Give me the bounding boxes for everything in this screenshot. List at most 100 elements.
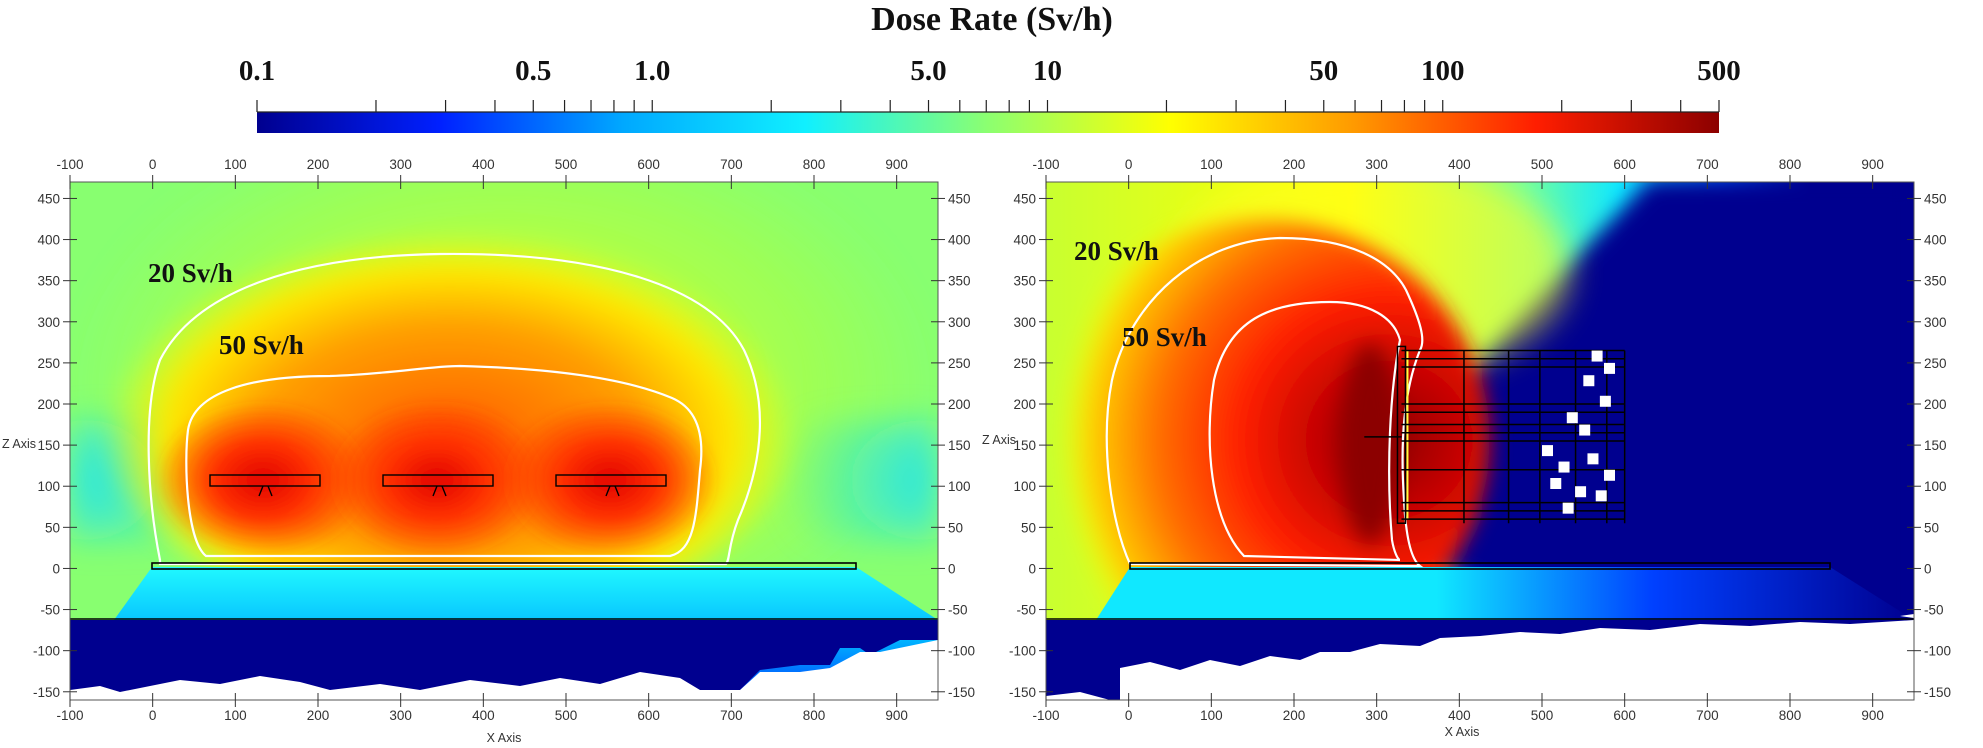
left-side-lobe-right [778, 420, 938, 540]
right-y-tick-label-left: -150 [1009, 685, 1036, 700]
right-structure-void [1558, 461, 1570, 473]
right-floor-slab [1129, 562, 1831, 570]
right-contour-50-label: 50 Sv/h [1122, 322, 1207, 352]
left-y-tick-label-left: 450 [37, 191, 60, 206]
right-y-tick-label-right: 350 [1924, 274, 1947, 289]
right-structure-void [1599, 395, 1611, 407]
right-z-axis-title: Z Axis [982, 433, 1016, 447]
left-x-tick-label-top: 400 [472, 157, 495, 172]
right-y-tick-label-right: 450 [1924, 191, 1947, 206]
left-y-tick-label-right: -50 [948, 603, 968, 618]
colorbar-gradient-bar [257, 112, 1719, 133]
left-x-tick-label-bottom: 200 [307, 708, 330, 723]
left-y-tick-label-left: 0 [52, 561, 60, 576]
left-x-tick-label-bottom: 300 [389, 708, 412, 723]
left-y-tick-label-left: 200 [37, 397, 60, 412]
left-x-tick-label-top: 500 [555, 157, 578, 172]
right-x-tick-label-top: 100 [1200, 157, 1223, 172]
right-x-tick-label-bottom: 200 [1283, 708, 1306, 723]
left-axes: -100-10000100100200200300300400400500500… [33, 157, 975, 723]
right-y-tick-label-left: 350 [1013, 274, 1036, 289]
left-y-tick-label-right: 0 [948, 561, 956, 576]
right-y-tick-label-right: 200 [1924, 397, 1947, 412]
left-x-tick-label-top: 200 [307, 157, 330, 172]
left-y-tick-label-right: 350 [948, 274, 971, 289]
right-x-tick-label-bottom: 600 [1613, 708, 1636, 723]
right-x-tick-label-bottom: 500 [1531, 708, 1554, 723]
right-y-tick-label-left: -100 [1009, 644, 1036, 659]
right-x-tick-label-bottom: -100 [1032, 708, 1059, 723]
colorbar-ticks [256, 100, 1720, 112]
left-y-tick-label-right: 450 [948, 191, 971, 206]
left-x-tick-label-top: 100 [224, 157, 247, 172]
left-x-tick-label-top: 700 [720, 157, 743, 172]
left-x-tick-label-bottom: 700 [720, 708, 743, 723]
right-structure-void [1591, 350, 1603, 362]
right-x-tick-label-bottom: 700 [1696, 708, 1719, 723]
right-y-tick-label-left: 400 [1013, 233, 1036, 248]
right-shield-structure [1364, 345, 1626, 524]
colorbar-tick-label: 10 [1033, 55, 1062, 87]
right-structure-void [1566, 412, 1578, 424]
right-y-tick-label-right: 400 [1924, 233, 1947, 248]
right-x-tick-label-bottom: 300 [1365, 708, 1388, 723]
right-x-tick-label-top: 800 [1779, 157, 1802, 172]
colorbar-tick-label: 0.5 [515, 55, 551, 87]
left-source-block-3 [555, 474, 667, 487]
left-y-tick-label-right: 50 [948, 520, 963, 535]
left-source-block-1 [209, 474, 321, 487]
right-x-tick-label-top: 400 [1448, 157, 1471, 172]
left-x-axis-title: X Axis [487, 731, 522, 745]
left-x-tick-label-top: 300 [389, 157, 412, 172]
right-x-tick-label-top: 300 [1365, 157, 1388, 172]
left-bedrock-region [70, 620, 938, 700]
left-x-tick-label-bottom: 0 [149, 708, 157, 723]
right-axes: -100-10000100100200200300300400400500500… [1009, 157, 1951, 723]
right-shield-wall [1396, 345, 1407, 524]
left-x-tick-label-top: 600 [637, 157, 660, 172]
right-contour-20-label: 20 Sv/h [1074, 236, 1159, 266]
left-source-glow-1 [153, 400, 373, 560]
left-y-tick-label-left: 300 [37, 315, 60, 330]
left-y-tick-label-left: -150 [33, 685, 60, 700]
right-x-tick-label-top: 900 [1861, 157, 1884, 172]
right-y-tick-label-right: 0 [1924, 561, 1932, 576]
right-structure-void [1587, 453, 1599, 465]
left-source-hangers [258, 485, 620, 497]
right-structure-void [1579, 424, 1591, 436]
right-structure-void [1604, 469, 1615, 481]
left-x-tick-label-bottom: 400 [472, 708, 495, 723]
right-structure-void [1595, 490, 1607, 502]
right-y-tick-label-right: 50 [1924, 520, 1939, 535]
left-y-tick-label-right: 100 [948, 479, 971, 494]
right-x-tick-label-top: 0 [1125, 157, 1133, 172]
left-contour-20 [147, 252, 762, 566]
left-x-tick-label-top: 800 [803, 157, 826, 172]
right-y-tick-label-left: 300 [1013, 315, 1036, 330]
right-void-region [1046, 614, 1914, 700]
left-y-tick-label-left: 150 [37, 438, 60, 453]
left-x-tick-label-bottom: 600 [637, 708, 660, 723]
left-x-tick-label-bottom: 900 [885, 708, 908, 723]
left-y-tick-label-right: 300 [948, 315, 971, 330]
colorbar-tick-label: 5.0 [910, 55, 946, 87]
left-y-tick-label-left: 100 [37, 479, 60, 494]
left-source-glow-2 [327, 400, 547, 560]
right-x-axis-title: X Axis [1445, 725, 1480, 739]
right-x-tick-label-bottom: 800 [1779, 708, 1802, 723]
right-y-tick-label-left: 50 [1021, 520, 1036, 535]
right-x-tick-label-bottom: 100 [1200, 708, 1223, 723]
right-x-tick-label-bottom: 0 [1125, 708, 1133, 723]
left-source-block-2 [382, 474, 494, 487]
left-y-tick-label-right: 200 [948, 397, 971, 412]
right-x-tick-label-bottom: 400 [1448, 708, 1471, 723]
left-plot-frame [69, 181, 939, 701]
right-y-tick-label-left: -50 [1016, 603, 1036, 618]
right-structure-void [1562, 502, 1574, 514]
left-x-tick-label-bottom: 100 [224, 708, 247, 723]
left-y-tick-label-right: 150 [948, 438, 971, 453]
left-y-tick-label-left: 50 [45, 520, 60, 535]
left-x-tick-label-top: 900 [885, 157, 908, 172]
right-y-tick-label-left: 200 [1013, 397, 1036, 412]
